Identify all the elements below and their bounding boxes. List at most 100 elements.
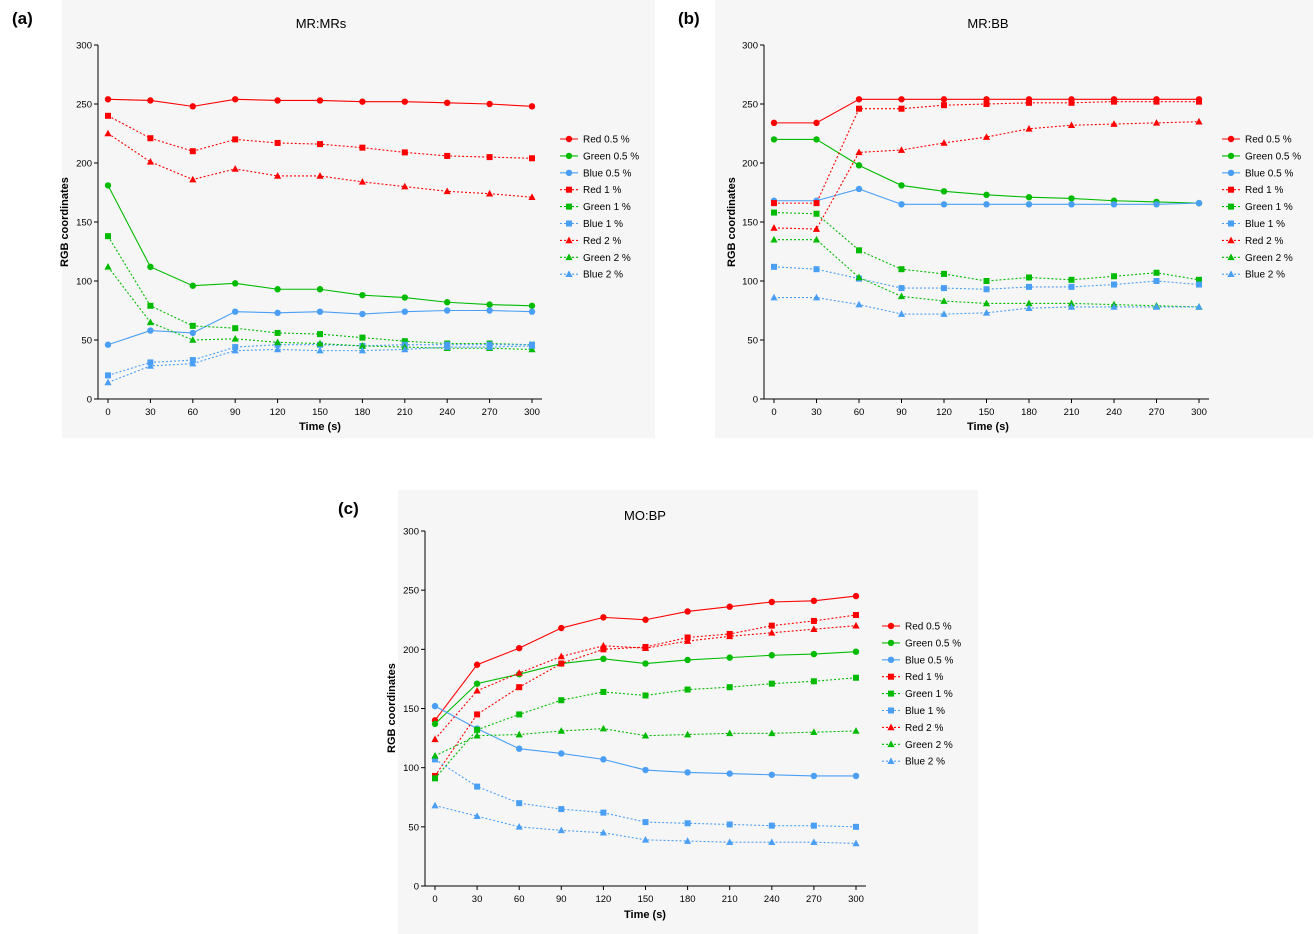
x-tick-label: 270 xyxy=(806,894,822,905)
data-point xyxy=(274,309,281,317)
data-point xyxy=(274,345,282,353)
data-point xyxy=(486,343,494,350)
x-tick-label: 150 xyxy=(979,407,995,418)
data-point xyxy=(515,823,523,830)
data-point xyxy=(940,139,948,146)
legend-item: Blue 1 % xyxy=(1222,219,1285,230)
data-point xyxy=(768,729,776,737)
data-point xyxy=(852,592,860,600)
data-point xyxy=(1111,98,1117,105)
data-point xyxy=(855,148,863,156)
data-point xyxy=(642,692,649,699)
legend-label: Blue 2 % xyxy=(583,270,623,281)
y-tick-label: 250 xyxy=(742,100,758,111)
x-tick-label: 180 xyxy=(680,894,696,905)
data-point xyxy=(104,263,112,270)
legend-marker xyxy=(566,220,572,227)
data-point xyxy=(599,828,607,836)
data-point xyxy=(473,680,481,687)
legend-label: Red 1 % xyxy=(583,185,621,196)
series-red-1 xyxy=(105,112,535,162)
data-point xyxy=(432,775,438,782)
data-point xyxy=(401,98,408,105)
panel-c: (c) MO:BP 0 50 100 150 200 250 300 0 30 60 90 120 150 1… xyxy=(338,490,978,934)
data-point xyxy=(515,669,523,676)
x-axis-label: Time (s) xyxy=(624,909,666,921)
legend-label: Green 1 % xyxy=(905,689,953,700)
legend-label: Red 0.5 % xyxy=(1245,135,1292,146)
data-point xyxy=(940,96,948,103)
legend-marker xyxy=(1227,135,1235,143)
data-point xyxy=(982,309,991,316)
data-point xyxy=(855,273,863,281)
data-point xyxy=(1196,276,1202,283)
data-point xyxy=(897,292,906,300)
y-tick-label: 200 xyxy=(403,645,419,656)
x-tick-label: 240 xyxy=(764,894,780,905)
data-point xyxy=(444,307,451,314)
data-point xyxy=(853,612,859,619)
data-point xyxy=(600,614,607,621)
data-point xyxy=(274,338,282,346)
data-point xyxy=(940,188,948,195)
data-point xyxy=(444,152,451,159)
legend-item: Red 0.5 % xyxy=(1222,135,1292,146)
data-point xyxy=(1025,201,1033,208)
data-point xyxy=(853,823,859,830)
data-point xyxy=(855,96,863,103)
data-point xyxy=(1196,98,1202,105)
data-point xyxy=(810,650,818,658)
data-point xyxy=(1153,201,1160,208)
legend-item: Blue 0.5 % xyxy=(560,168,631,179)
data-point xyxy=(940,201,948,208)
x-tick-label: 60 xyxy=(854,407,865,418)
data-point xyxy=(810,728,818,735)
chart-title: MR:BB xyxy=(967,16,1008,31)
data-point xyxy=(810,617,817,624)
legend-marker xyxy=(887,723,895,731)
data-point xyxy=(1153,278,1160,284)
x-tick-label: 60 xyxy=(514,894,525,905)
data-point xyxy=(104,182,112,189)
data-point xyxy=(684,608,691,615)
series-red-2 xyxy=(104,129,536,201)
data-point xyxy=(642,766,649,774)
legend-marker xyxy=(887,639,895,647)
data-point xyxy=(359,291,366,299)
legend-marker xyxy=(566,203,572,210)
data-point xyxy=(316,172,324,179)
legend-label: Blue 1 % xyxy=(905,706,945,717)
x-tick-label: 180 xyxy=(1021,407,1037,418)
data-point xyxy=(898,201,905,208)
series-blue-2 xyxy=(104,342,536,386)
data-point xyxy=(232,280,239,287)
data-point xyxy=(528,193,536,201)
data-point xyxy=(558,697,565,704)
data-point xyxy=(768,622,775,629)
panel-b: (b) MR:BB 0 50 100 150 200 250 300 0 30 60 90 120 150 1… xyxy=(678,0,1313,438)
data-point xyxy=(1111,281,1117,288)
data-point xyxy=(529,155,535,162)
data-point xyxy=(1068,195,1075,202)
data-point xyxy=(401,308,408,315)
data-point xyxy=(941,285,947,292)
legend-item: Green 0.5 % xyxy=(882,638,961,649)
data-point xyxy=(813,200,820,207)
legend-item: Green 0.5 % xyxy=(1222,151,1301,162)
data-point xyxy=(1195,117,1203,125)
data-point xyxy=(1152,119,1161,126)
x-tick-label: 240 xyxy=(1106,407,1122,418)
data-point xyxy=(810,625,818,633)
legend-marker xyxy=(888,690,894,697)
data-point xyxy=(528,308,536,315)
x-tick-label: 240 xyxy=(439,407,455,418)
data-point xyxy=(1153,269,1160,276)
legend-label: Blue 0.5 % xyxy=(905,655,953,666)
legend-item: Blue 1 % xyxy=(560,219,623,230)
data-point xyxy=(684,730,692,738)
legend: Red 0.5 % Green 0.5 % Blue 0.5 % Red 1 % Gre… xyxy=(882,622,961,768)
x-tick-label: 120 xyxy=(936,407,952,418)
x-tick-label: 300 xyxy=(848,894,864,905)
data-point xyxy=(897,310,906,317)
data-point xyxy=(855,300,863,308)
